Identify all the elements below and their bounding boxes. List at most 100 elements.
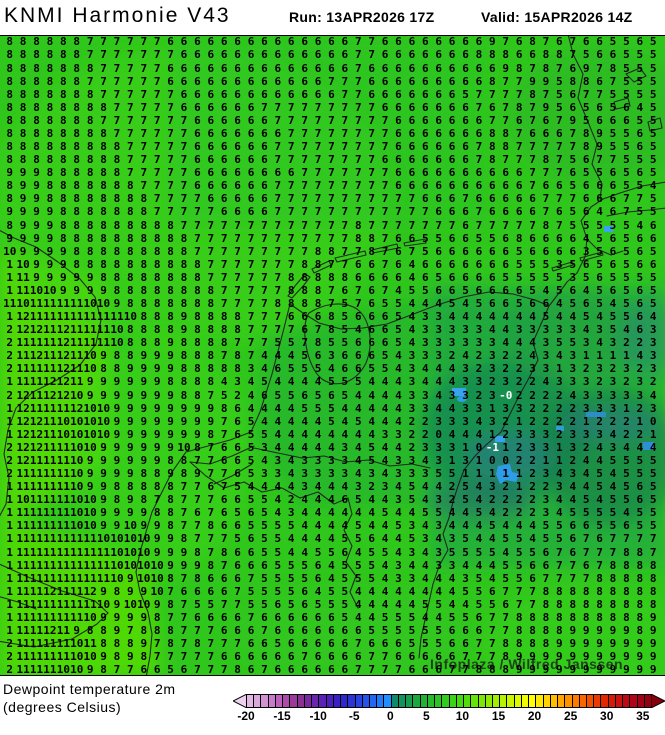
- dewpoint-value: 6: [448, 126, 456, 140]
- dewpoint-value: 8: [542, 610, 550, 624]
- dewpoint-value: 8: [113, 231, 121, 245]
- dewpoint-value: 3: [301, 467, 308, 481]
- dewpoint-value: 8: [60, 231, 67, 245]
- dewpoint-value: 5: [636, 179, 644, 193]
- dewpoint-value: 8: [100, 192, 107, 206]
- dewpoint-value: 5: [649, 113, 657, 127]
- dewpoint-value: 6: [261, 126, 268, 140]
- dewpoint-value: 6: [328, 663, 335, 676]
- dewpoint-value: 6: [234, 493, 241, 507]
- dewpoint-value: 8: [113, 166, 121, 180]
- dewpoint-value: 6: [529, 231, 536, 245]
- dewpoint-value: 7: [354, 140, 362, 154]
- dewpoint-value: 7: [247, 231, 255, 245]
- dewpoint-value: 6: [448, 140, 456, 154]
- dewpoint-value: 6: [515, 113, 523, 127]
- dewpoint-value: 6: [261, 166, 268, 180]
- dewpoint-value: 7: [408, 205, 416, 219]
- dewpoint-value: 6: [649, 218, 657, 232]
- dewpoint-value: 6: [515, 35, 523, 49]
- dewpoint-value: 8: [19, 61, 27, 75]
- dewpoint-value: 7: [207, 205, 215, 219]
- dewpoint-value: 10: [123, 597, 137, 611]
- dewpoint-value: 9: [100, 493, 107, 507]
- dewpoint-value: 9: [113, 624, 121, 637]
- dewpoint-value: 6: [435, 87, 443, 101]
- dewpoint-value: 6: [462, 218, 469, 232]
- dewpoint-value: 10: [150, 558, 164, 572]
- dewpoint-value: 9: [46, 218, 54, 232]
- dewpoint-value: 7: [368, 35, 375, 49]
- dewpoint-value: 8: [207, 519, 215, 533]
- dewpoint-value: 6: [569, 61, 577, 75]
- dewpoint-value: 11: [29, 310, 44, 324]
- colorbar-tick: 20: [527, 709, 542, 723]
- dewpoint-value: 6: [301, 35, 308, 49]
- dewpoint-value: 8: [140, 257, 148, 271]
- dewpoint-value: 8: [60, 61, 67, 75]
- dewpoint-value: 7: [207, 257, 215, 271]
- dewpoint-value: 9: [113, 453, 121, 467]
- dewpoint-value: 6: [194, 179, 201, 193]
- colorbar-cell: [507, 695, 515, 707]
- dewpoint-value: 5: [636, 48, 644, 62]
- dewpoint-value: 8: [100, 270, 107, 284]
- dewpoint-value: 6: [395, 637, 402, 651]
- dewpoint-value: 8: [46, 140, 54, 154]
- dewpoint-value: 6: [596, 192, 603, 206]
- dewpoint-value: 8: [140, 493, 148, 507]
- dewpoint-value: 4: [274, 506, 282, 520]
- dewpoint-value: 9: [556, 663, 563, 676]
- dewpoint-value: 5: [596, 467, 603, 481]
- dewpoint-value: 4: [515, 310, 523, 324]
- dewpoint-value: 3: [462, 375, 469, 389]
- dewpoint-value: 7: [596, 87, 603, 101]
- dewpoint-value: 7: [542, 166, 550, 180]
- dewpoint-value: 5: [556, 87, 563, 101]
- dewpoint-value: 6: [381, 323, 389, 337]
- dewpoint-value: 7: [502, 624, 510, 637]
- dewpoint-value: 8: [60, 48, 67, 62]
- dewpoint-value: 4: [475, 414, 483, 428]
- dewpoint-value: 7: [261, 270, 268, 284]
- dewpoint-value: 4: [247, 388, 255, 402]
- dewpoint-value: 9: [649, 624, 657, 637]
- dewpoint-value: 11: [96, 323, 111, 337]
- dewpoint-value: 6: [247, 663, 255, 676]
- dewpoint-value: 9: [140, 375, 148, 389]
- dewpoint-value: 4: [649, 310, 657, 324]
- dewpoint-value: 5: [314, 545, 322, 559]
- dewpoint-value: 6: [395, 35, 402, 49]
- dewpoint-value: 6: [220, 153, 228, 167]
- dewpoint-value: 11: [43, 323, 57, 337]
- dewpoint-value: 7: [529, 113, 536, 127]
- dewpoint-value: 8: [86, 218, 94, 232]
- dewpoint-value: 5: [649, 453, 657, 467]
- dewpoint-value: 8: [127, 297, 134, 310]
- dewpoint-value: 6: [515, 283, 523, 297]
- dewpoint-value: 7: [408, 244, 416, 258]
- dewpoint-value: 7: [153, 166, 161, 180]
- dewpoint-value: 6: [194, 61, 201, 75]
- dewpoint-value: 9: [167, 427, 174, 441]
- dewpoint-value: 6: [287, 74, 295, 88]
- dewpoint-value: 6: [596, 113, 603, 127]
- colorbar-cell: [319, 695, 327, 707]
- dewpoint-value: 4: [569, 388, 577, 402]
- dewpoint-value: 11: [29, 610, 44, 624]
- dewpoint-value: 8: [556, 48, 563, 62]
- dewpoint-value: 0: [489, 453, 496, 467]
- dewpoint-value: 5: [582, 113, 590, 127]
- dewpoint-value: 7: [207, 637, 215, 651]
- dewpoint-value: 9: [127, 506, 134, 520]
- dewpoint-value: 7: [502, 87, 510, 101]
- dewpoint-value: 6: [421, 126, 429, 140]
- dewpoint-value: 8: [140, 650, 148, 664]
- dewpoint-value: 6: [395, 126, 402, 140]
- dewpoint-value: 6: [261, 192, 268, 206]
- dewpoint-value: 7: [167, 126, 174, 140]
- dewpoint-value: 7: [462, 650, 469, 664]
- dewpoint-value: 9: [127, 375, 134, 389]
- dewpoint-value: 6: [448, 650, 456, 664]
- dewpoint-value: 7: [649, 545, 657, 559]
